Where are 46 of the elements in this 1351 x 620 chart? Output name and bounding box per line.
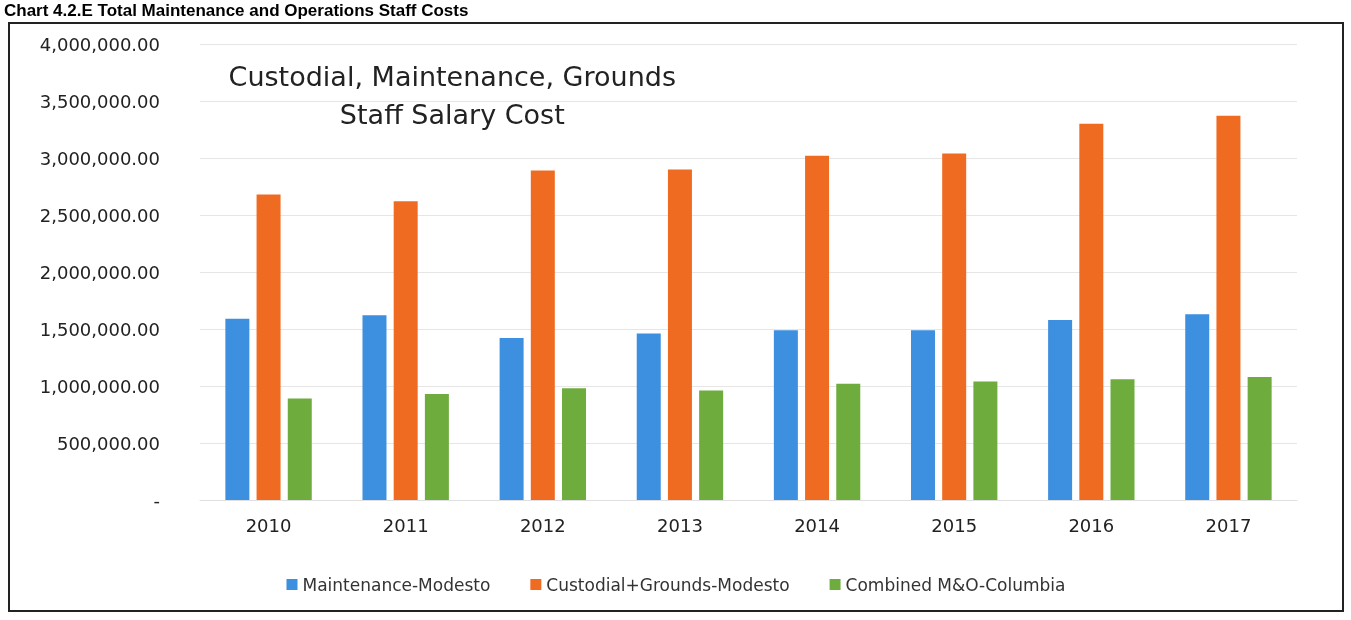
- bar: [530, 170, 555, 500]
- bar: [225, 318, 250, 500]
- y-tick-label: 4,000,000.00: [39, 33, 160, 55]
- bar: [424, 393, 449, 500]
- x-tick-label: 2017: [1205, 514, 1252, 536]
- x-tick-label: 2012: [519, 514, 566, 536]
- x-tick-label: 2011: [382, 514, 429, 536]
- y-tick-label: 2,000,000.00: [39, 261, 160, 283]
- bar: [636, 333, 661, 500]
- y-tick-label: 3,000,000.00: [39, 147, 160, 169]
- x-tick-label: 2010: [245, 514, 292, 536]
- bar: [1185, 314, 1210, 500]
- legend-label: Custodial+Grounds-Modesto: [546, 574, 790, 595]
- x-tick-label: 2013: [657, 514, 703, 536]
- bar: [910, 330, 935, 500]
- bar: [699, 390, 724, 500]
- y-tick-label: 500,000.00: [56, 432, 160, 454]
- bar: [1079, 123, 1104, 500]
- y-tick-label: 3,500,000.00: [39, 90, 160, 112]
- bar: [287, 398, 312, 500]
- legend-label: Combined M&O-Columbia: [845, 574, 1066, 595]
- bar: [942, 153, 967, 500]
- bar: [393, 201, 418, 500]
- bar: [562, 388, 587, 500]
- x-tick-label: 2015: [931, 514, 978, 536]
- bar: [836, 383, 861, 500]
- bar: [1048, 319, 1073, 500]
- bar: [362, 315, 387, 500]
- legend-label: Maintenance-Modesto: [302, 574, 491, 595]
- bar: [805, 155, 830, 500]
- bar: [667, 169, 692, 500]
- bar: [256, 194, 281, 500]
- bar: [1110, 379, 1135, 500]
- bar: [973, 381, 998, 500]
- text: Custodial, Maintenance, Grounds Staff Salary Cost: [228, 60, 677, 130]
- bar: [499, 338, 524, 500]
- x-tick-label: 2014: [794, 514, 840, 536]
- y-tick-label: -: [153, 489, 160, 511]
- bar: [773, 330, 798, 500]
- bar: [1247, 376, 1272, 500]
- y-tick-label: 1,000,000.00: [39, 375, 160, 397]
- x-tick-label: 2016: [1068, 514, 1115, 536]
- bar: [1216, 115, 1241, 500]
- chart-title: Chart 4.2.E Total Maintenance and Operations Staff Costs: [3, 0, 470, 22]
- y-tick-label: 2,500,000.00: [39, 204, 160, 226]
- y-tick-label: 1,500,000.00: [39, 318, 160, 340]
